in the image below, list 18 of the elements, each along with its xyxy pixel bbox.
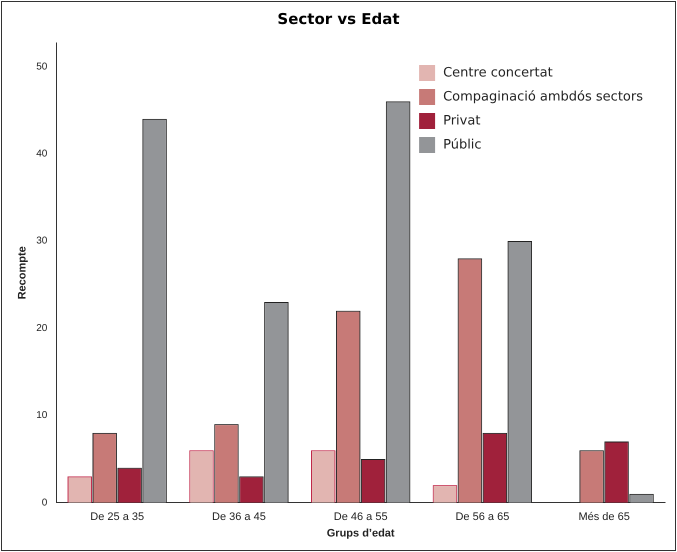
x-tick-label: De 25 a 35 [90,511,144,524]
x-tick-label: De 36 a 45 [212,511,266,524]
x-axis-title: Grups d’edat [326,527,395,540]
legend-label: Públic [443,137,482,152]
legend-label: Privat [443,113,480,128]
y-tick-label: 50 [36,61,48,72]
x-tick-label: De 46 a 55 [334,511,388,524]
y-axis-title: Recompte [16,246,29,300]
legend-label: Centre concertat [443,65,553,80]
y-tick-label: 20 [36,322,48,334]
x-tick-label: Més de 65 [578,511,630,524]
legend-label: Compaginació ambdós sectors [443,89,644,104]
y-tick-label: 10 [36,410,48,422]
y-tick-label: 0 [42,497,48,508]
chart-title: Sector vs Edat [276,10,401,28]
x-tick-label: De 56 a 65 [455,511,510,524]
y-tick-label: 30 [36,236,48,247]
y-tick-label: 40 [36,148,48,160]
